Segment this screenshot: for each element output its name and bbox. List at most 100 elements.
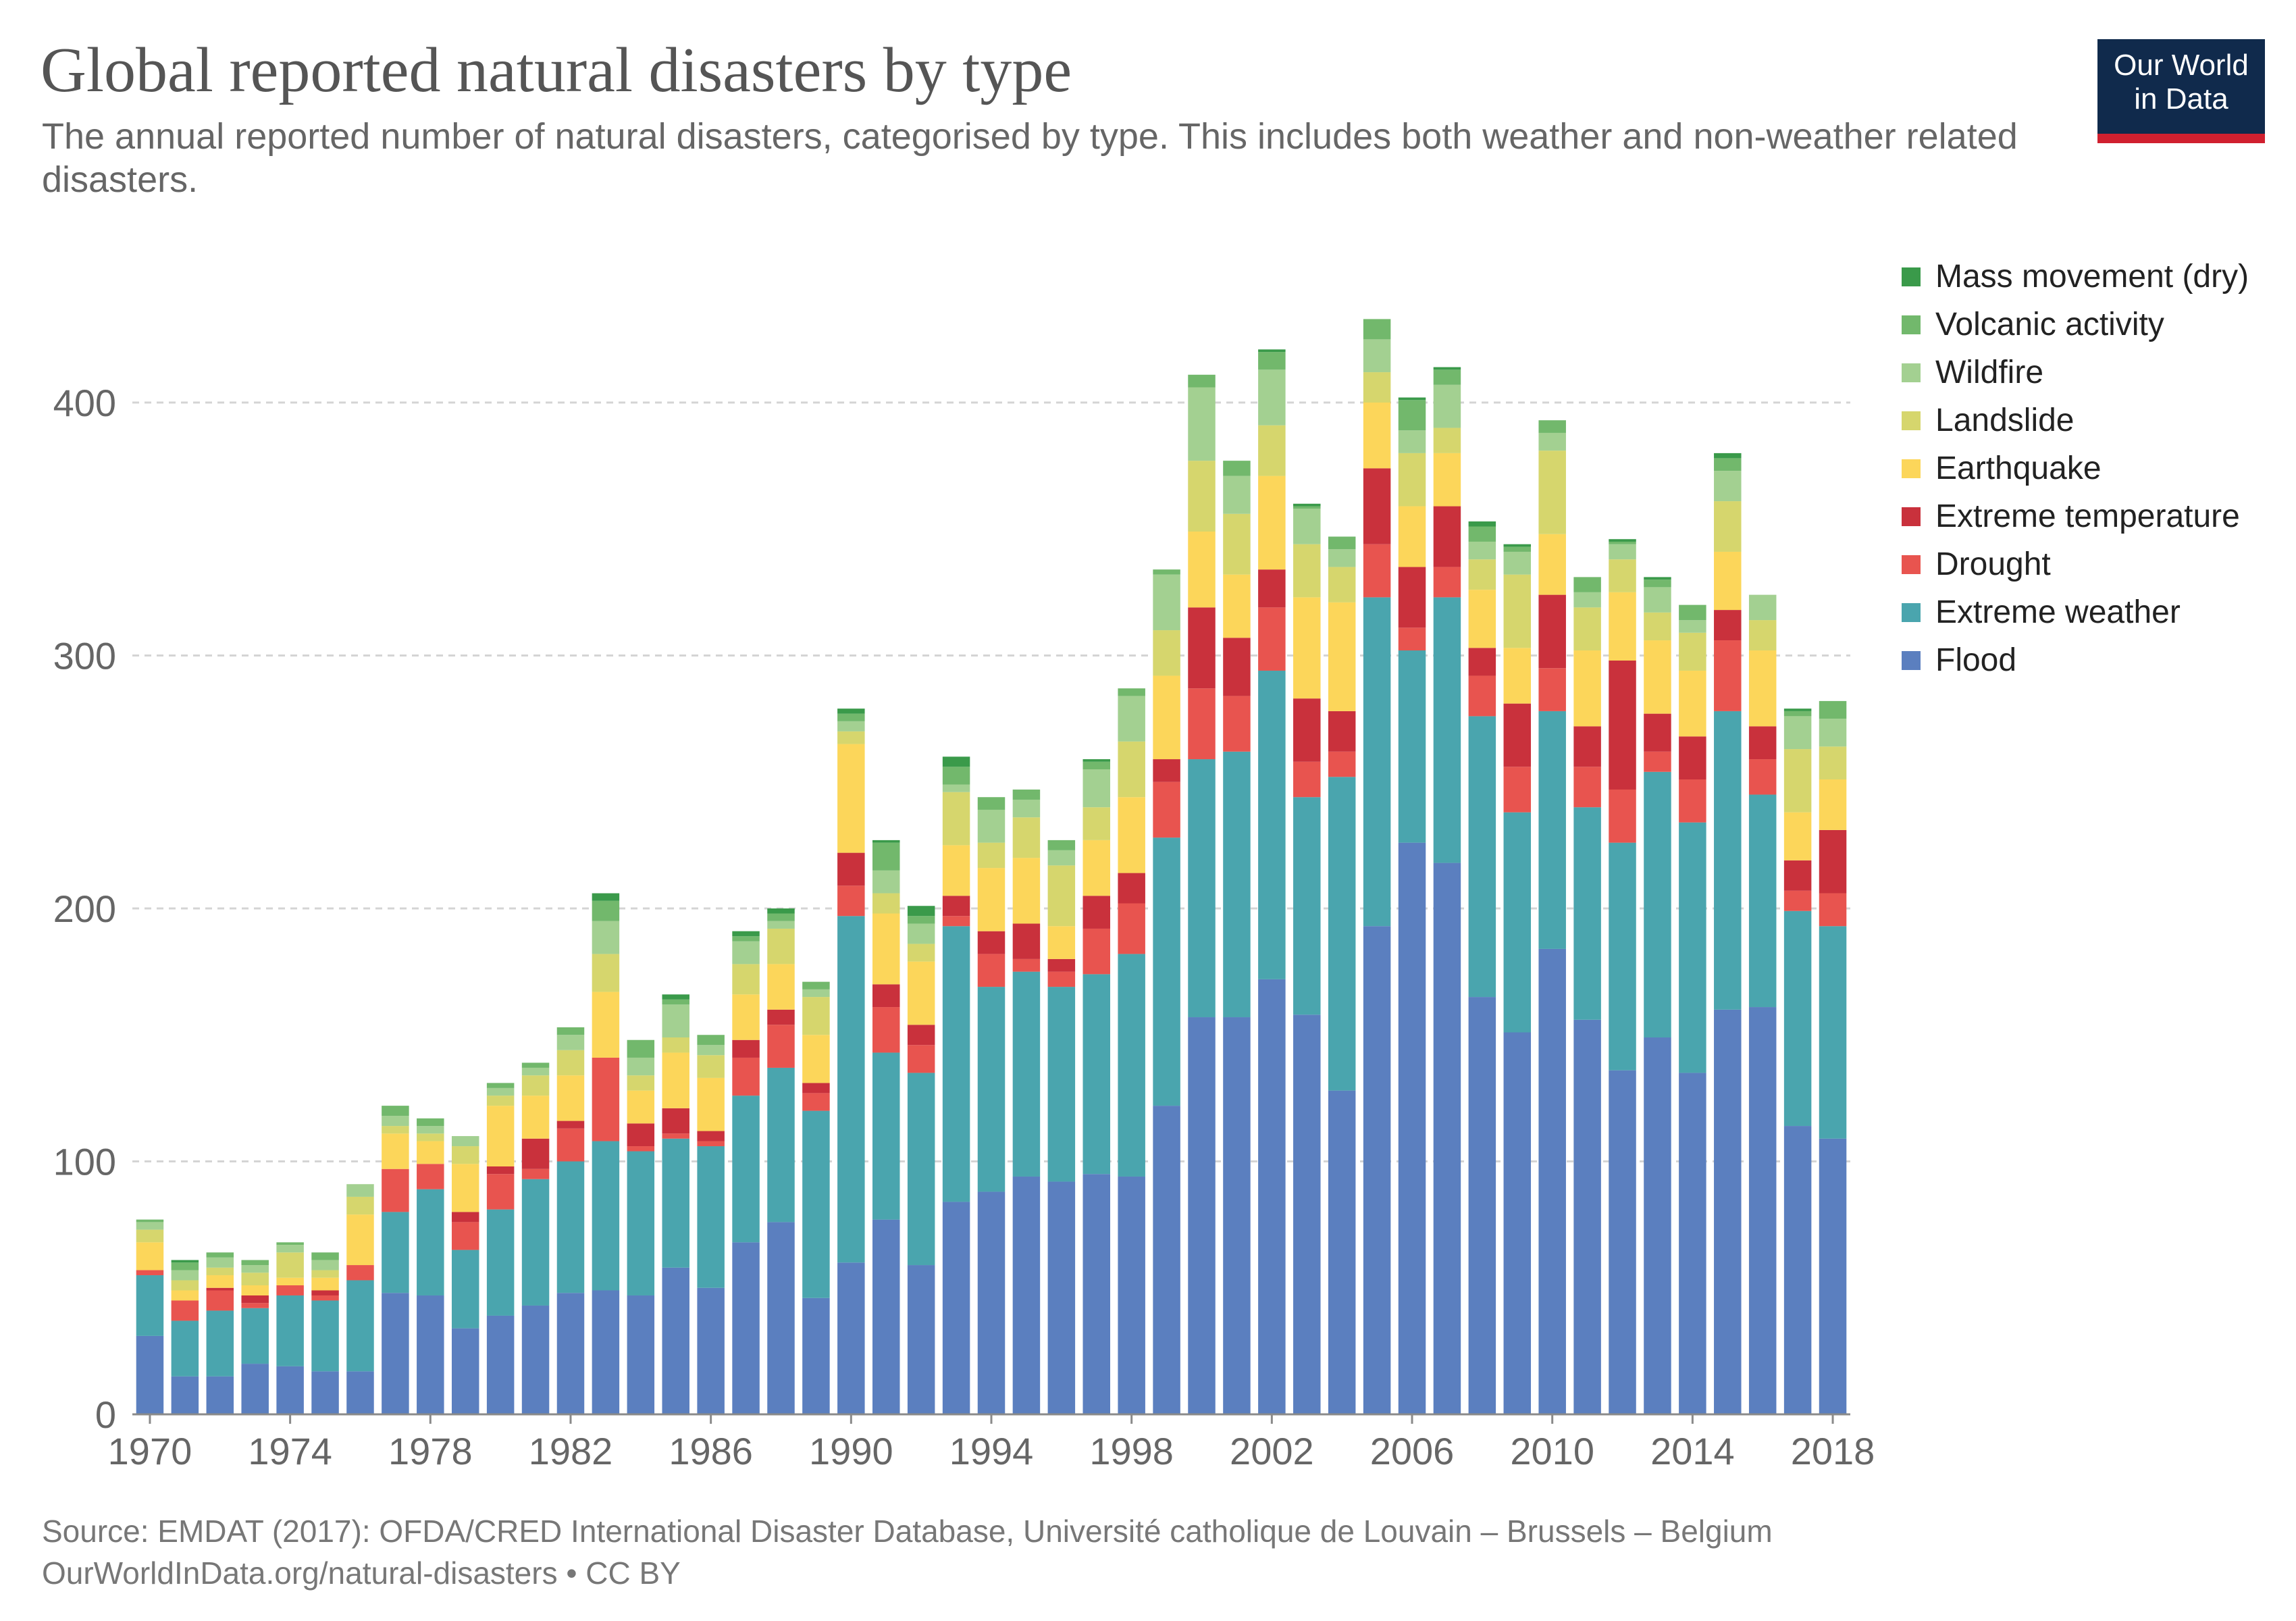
bar-segment[interactable] <box>1258 670 1286 979</box>
bar-segment[interactable] <box>837 852 865 886</box>
bar-segment[interactable] <box>1609 789 1636 843</box>
bar-segment[interactable] <box>627 1123 655 1147</box>
bar-stack-1974[interactable] <box>276 1242 304 1414</box>
bar-segment[interactable] <box>1328 777 1356 1091</box>
bar-segment[interactable] <box>1433 369 1461 385</box>
bar-segment[interactable] <box>241 1308 269 1364</box>
bar-segment[interactable] <box>1223 475 1251 514</box>
bar-segment[interactable] <box>276 1252 304 1278</box>
bar-segment[interactable] <box>346 1214 374 1266</box>
bar-segment[interactable] <box>1188 531 1216 608</box>
bar-segment[interactable] <box>1679 670 1706 737</box>
bar-segment[interactable] <box>346 1280 374 1372</box>
bar-segment[interactable] <box>942 756 970 767</box>
bar-segment[interactable] <box>1714 471 1742 502</box>
bar-segment[interactable] <box>592 921 620 954</box>
bar-segment[interactable] <box>1398 627 1426 651</box>
legend-item[interactable]: Wildfire <box>1902 349 2249 396</box>
bar-segment[interactable] <box>1503 648 1532 704</box>
bar-segment[interactable] <box>1118 797 1145 873</box>
bar-segment[interactable] <box>837 916 865 1263</box>
legend-item[interactable]: Extreme weather <box>1902 588 2249 636</box>
bar-segment[interactable] <box>1714 453 1742 459</box>
bar-stack-2002[interactable] <box>1258 349 1286 1414</box>
bar-segment[interactable] <box>417 1141 444 1164</box>
bar-segment[interactable] <box>1468 521 1496 527</box>
bar-segment[interactable] <box>627 1146 655 1152</box>
bar-segment[interactable] <box>486 1209 515 1316</box>
bar-segment[interactable] <box>697 1141 725 1147</box>
bar-segment[interactable] <box>1503 1032 1532 1414</box>
bar-segment[interactable] <box>556 1075 585 1121</box>
bar-segment[interactable] <box>732 1242 760 1414</box>
bar-segment[interactable] <box>1047 865 1076 927</box>
bar-segment[interactable] <box>241 1364 269 1414</box>
bar-segment[interactable] <box>1398 506 1426 567</box>
bar-segment[interactable] <box>206 1376 234 1414</box>
bar-segment[interactable] <box>1609 1070 1636 1414</box>
bar-segment[interactable] <box>767 1222 795 1414</box>
bar-segment[interactable] <box>451 1212 479 1223</box>
bar-segment[interactable] <box>1468 559 1496 590</box>
bar-stack-1993[interactable] <box>942 756 970 1414</box>
bar-segment[interactable] <box>1433 428 1461 453</box>
bar-segment[interactable] <box>1223 461 1251 476</box>
bar-segment[interactable] <box>417 1133 444 1141</box>
bar-segment[interactable] <box>1573 767 1601 808</box>
bar-segment[interactable] <box>1679 604 1706 621</box>
bar-segment[interactable] <box>627 1151 655 1295</box>
legend-item[interactable]: Volcanic activity <box>1902 301 2249 349</box>
bar-segment[interactable] <box>1012 799 1041 818</box>
bar-stack-2009[interactable] <box>1503 544 1532 1414</box>
bar-segment[interactable] <box>767 1009 795 1025</box>
bar-segment[interactable] <box>977 797 1006 810</box>
bar-segment[interactable] <box>1118 696 1145 742</box>
bar-segment[interactable] <box>1714 501 1742 552</box>
bar-segment[interactable] <box>732 941 760 964</box>
bar-segment[interactable] <box>872 842 900 871</box>
bar-segment[interactable] <box>732 994 760 1040</box>
bar-segment[interactable] <box>241 1260 269 1266</box>
bar-segment[interactable] <box>767 908 795 914</box>
bar-segment[interactable] <box>1609 544 1636 560</box>
bar-segment[interactable] <box>1012 923 1041 959</box>
bar-segment[interactable] <box>1609 592 1636 661</box>
license-note[interactable]: OurWorldInData.org/natural-disasters • C… <box>42 1555 681 1591</box>
bar-segment[interactable] <box>942 896 970 917</box>
bar-segment[interactable] <box>136 1229 164 1243</box>
bar-segment[interactable] <box>1783 910 1812 1127</box>
bar-segment[interactable] <box>1328 711 1356 752</box>
bar-segment[interactable] <box>732 1057 760 1096</box>
bar-segment[interactable] <box>486 1166 515 1175</box>
bar-segment[interactable] <box>276 1295 304 1366</box>
bar-segment[interactable] <box>1118 903 1145 954</box>
bar-segment[interactable] <box>206 1275 234 1288</box>
bar-segment[interactable] <box>1433 597 1461 863</box>
bar-segment[interactable] <box>1573 577 1601 592</box>
bar-segment[interactable] <box>907 1073 935 1266</box>
bar-segment[interactable] <box>1293 597 1321 699</box>
bar-segment[interactable] <box>872 1052 900 1220</box>
bar-segment[interactable] <box>1748 650 1777 727</box>
bar-segment[interactable] <box>1609 842 1636 1071</box>
bar-segment[interactable] <box>1679 736 1706 780</box>
bar-stack-1991[interactable] <box>872 840 900 1414</box>
bar-segment[interactable] <box>1082 896 1111 929</box>
bar-segment[interactable] <box>521 1075 550 1096</box>
bar-segment[interactable] <box>1714 551 1742 611</box>
bar-segment[interactable] <box>1644 1037 1671 1414</box>
bar-segment[interactable] <box>276 1277 304 1286</box>
bar-segment[interactable] <box>206 1290 234 1311</box>
bar-segment[interactable] <box>556 1121 585 1129</box>
bar-segment[interactable] <box>1783 749 1812 813</box>
bar-segment[interactable] <box>662 1037 689 1053</box>
bar-segment[interactable] <box>1328 602 1356 711</box>
bar-segment[interactable] <box>1118 688 1145 696</box>
bar-segment[interactable] <box>1223 574 1251 638</box>
bar-segment[interactable] <box>451 1146 479 1164</box>
bar-segment[interactable] <box>662 999 689 1005</box>
bar-segment[interactable] <box>1783 1126 1812 1414</box>
bar-segment[interactable] <box>1503 767 1532 813</box>
bar-stack-1987[interactable] <box>732 931 760 1414</box>
bar-segment[interactable] <box>521 1067 550 1076</box>
